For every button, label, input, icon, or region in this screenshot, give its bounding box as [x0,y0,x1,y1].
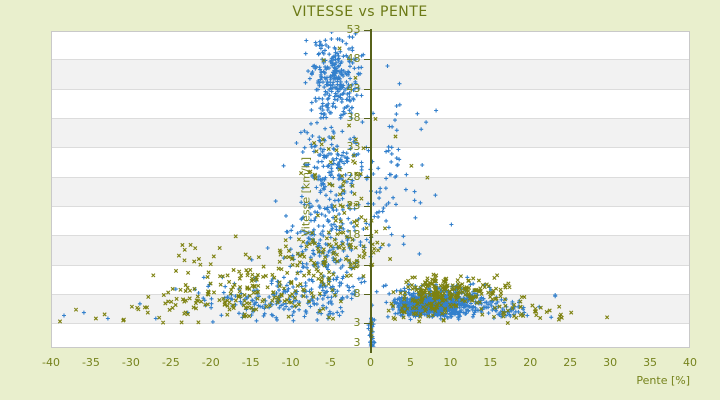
x-tick-label: 5 [406,356,414,369]
series-olive-x [57,46,610,339]
x-tick-label: -25 [161,356,180,369]
x-tick-label: -40 [42,356,60,369]
x-tick-label: -5 [325,356,337,369]
x-tick-label: -35 [81,356,100,369]
plot-area [51,31,690,348]
x-tick-label: 25 [563,356,578,369]
x-tick-label: 20 [523,356,538,369]
x-tick-label: -10 [281,356,300,369]
x-axis-title: Pente [%] [636,374,690,387]
x-tick-label: -30 [121,356,140,369]
x-tick-label: -20 [201,356,220,369]
x-tick-label: 10 [443,356,458,369]
x-tick-label: -15 [241,356,260,369]
x-tick-label: 40 [683,356,697,369]
x-tick-label: 0 [367,356,374,369]
x-tick-label: 35 [643,356,658,369]
x-tick-label: 15 [483,356,498,369]
chart-title: VITESSE vs PENTE [292,4,428,20]
x-tick-label: 30 [603,356,618,369]
